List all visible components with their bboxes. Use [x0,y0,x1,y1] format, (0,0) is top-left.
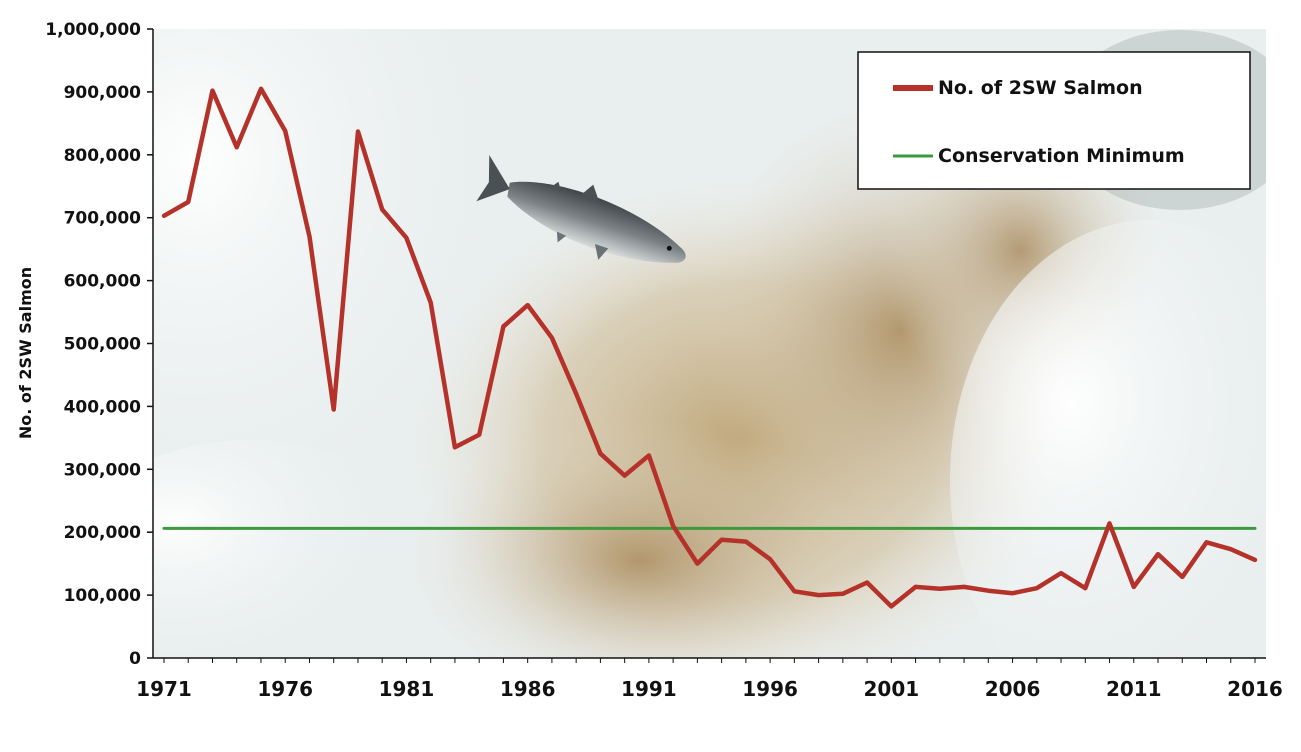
data-point [211,90,213,92]
data-point [915,586,917,588]
data-point [1254,559,1256,561]
data-point [163,215,165,217]
x-tick-label: 2016 [1227,677,1283,701]
y-tick-label: 700,000 [64,209,142,229]
y-tick-label: 100,000 [64,586,142,606]
data-point [939,588,941,590]
data-point [236,146,238,148]
data-point [624,475,626,477]
data-point [1133,586,1135,588]
data-point [333,409,335,411]
data-point [963,586,965,588]
x-tick-label: 1981 [379,677,435,701]
data-point [793,590,795,592]
data-point [721,539,723,541]
x-tick-label: 1976 [257,677,313,701]
data-point [1230,548,1232,550]
y-tick-label: 200,000 [64,523,142,543]
data-point [1060,572,1062,574]
axes [147,28,1266,663]
legend-box [857,51,1251,190]
data-point [1084,587,1086,589]
data-point [357,131,359,133]
data-point [769,558,771,560]
data-point [1109,522,1111,524]
data-point [163,527,165,529]
y-tick-label: 0 [129,649,141,669]
data-point [260,88,262,90]
y-tick-label: 600,000 [64,272,142,292]
data-point [454,446,456,448]
x-tick-label: 2011 [1106,677,1162,701]
data-point [987,590,989,592]
tick-labels: 0 100,000 200,000 300,000 400,000 500,000 600,… [45,20,1283,701]
series-layer [161,86,1258,609]
legend: No. of 2SW Salmon Conservation Minimum [857,51,1251,190]
data-point [405,237,407,239]
data-point [745,541,747,543]
data-point [1012,592,1014,594]
y-tick-label: 300,000 [64,460,142,480]
data-point [502,326,504,328]
data-point [381,209,383,211]
y-axis-title: No. of 2SW Salmon [16,267,35,439]
data-point [551,337,553,339]
data-point [866,582,868,584]
data-point [1181,576,1183,578]
x-tick-label: 1991 [621,677,677,701]
y-tick-label: 800,000 [64,146,142,166]
data-point [527,304,529,306]
x-tick-label: 1986 [500,677,556,701]
data-point [575,393,577,395]
x-tick-label: 2006 [985,677,1041,701]
data-point [284,130,286,132]
data-point [478,434,480,436]
data-point [308,236,310,238]
data-point [672,525,674,527]
series-line-salmon [161,86,1258,609]
data-point [430,302,432,304]
data-point [599,453,601,455]
data-point [696,563,698,565]
y-tick-label: 500,000 [64,335,142,355]
x-tick-label: 2001 [863,677,919,701]
data-point [890,605,892,607]
legend-label-conservation: Conservation Minimum [938,145,1185,167]
x-tick-label: 1971 [136,677,192,701]
data-point [842,593,844,595]
data-point [1157,553,1159,555]
legend-label-salmon: No. of 2SW Salmon [938,77,1143,99]
y-tick-label: 900,000 [64,83,142,103]
data-point [1254,527,1256,529]
leaping-salmon-icon [476,155,686,263]
data-point [818,594,820,596]
y-tick-label: 1,000,000 [45,20,141,40]
data-point [648,454,650,456]
data-point [1206,541,1208,543]
x-tick-label: 1996 [742,677,798,701]
data-point [1036,587,1038,589]
data-point [187,201,189,203]
y-tick-label: 400,000 [64,397,142,417]
